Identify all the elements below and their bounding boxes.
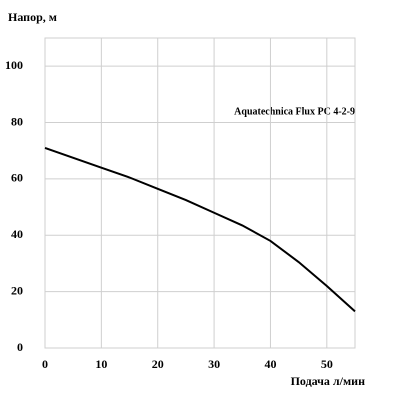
plot-frame — [44, 37, 356, 349]
x-tick-label: 0 — [42, 357, 48, 371]
x-tick-label: 10 — [95, 357, 107, 371]
y-tick-label: 0 — [17, 340, 23, 354]
y-axis-title: Напор, м — [8, 10, 57, 24]
x-tick-label: 30 — [208, 357, 220, 371]
x-tick-label: 40 — [264, 357, 276, 371]
y-tick-label: 100 — [5, 58, 23, 72]
annotation: Aquatechnica Flux PC 4-2-9 — [234, 106, 355, 117]
x-tick-label: 20 — [152, 357, 164, 371]
y-tick-label: 80 — [11, 114, 23, 128]
x-axis-title: Подача л/мин — [291, 374, 366, 388]
line — [44, 146, 356, 313]
y-tick-label: 20 — [11, 283, 23, 297]
y-tick-label: 40 — [11, 227, 23, 241]
y-tick-label: 60 — [11, 171, 23, 185]
x-tick-label: 50 — [321, 357, 333, 371]
